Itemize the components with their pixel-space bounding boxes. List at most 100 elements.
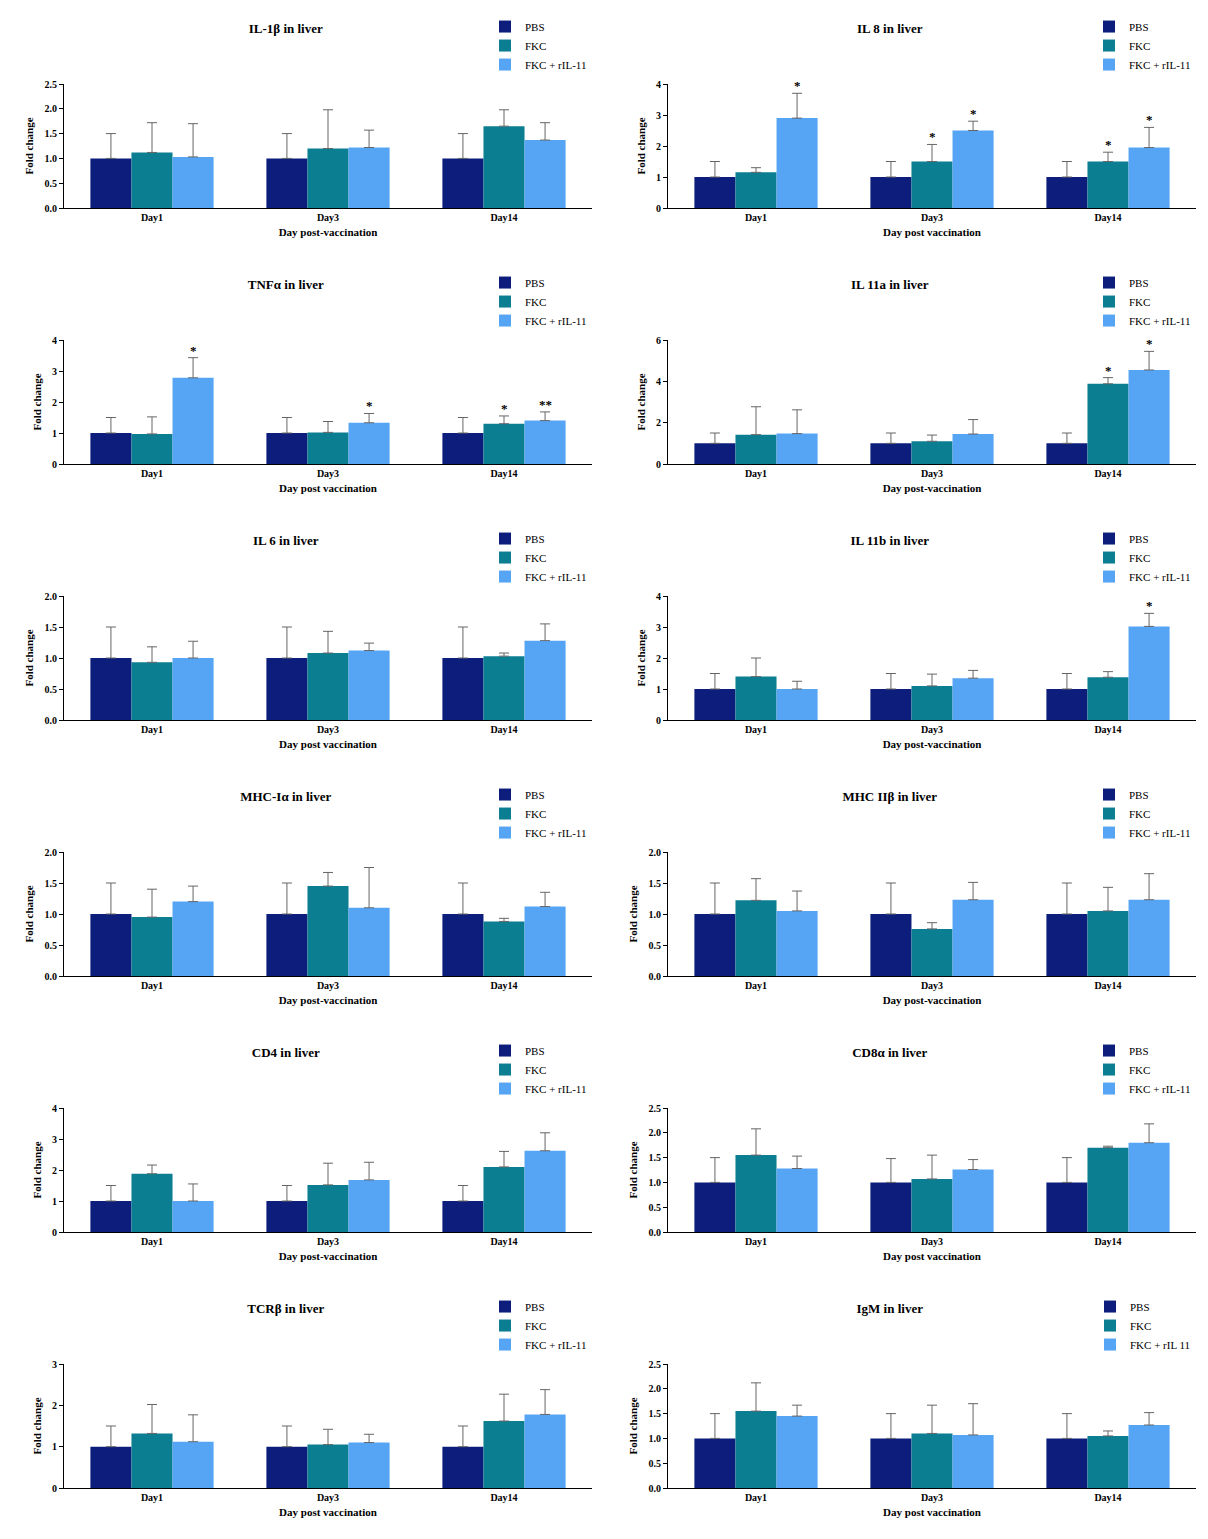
svg-text:FKC: FKC bbox=[525, 1064, 546, 1076]
svg-text:Day3: Day3 bbox=[921, 1492, 943, 1503]
svg-text:FKC + rIL-11: FKC + rIL-11 bbox=[525, 1339, 586, 1351]
svg-text:Day3: Day3 bbox=[317, 468, 339, 479]
svg-text:FKC + rIL-11: FKC + rIL-11 bbox=[1129, 827, 1190, 839]
svg-text:0.5: 0.5 bbox=[649, 1458, 662, 1469]
svg-text:1.0: 1.0 bbox=[45, 653, 58, 664]
svg-text:Day post vaccination: Day post vaccination bbox=[883, 1250, 981, 1262]
svg-text:Day14: Day14 bbox=[1094, 1236, 1121, 1247]
svg-text:2: 2 bbox=[52, 1165, 57, 1176]
svg-text:Day3: Day3 bbox=[317, 1492, 339, 1503]
svg-text:4: 4 bbox=[52, 1103, 57, 1114]
svg-text:Day post-vaccination: Day post-vaccination bbox=[279, 226, 378, 238]
svg-text:FKC: FKC bbox=[525, 296, 546, 308]
svg-text:0: 0 bbox=[52, 1227, 57, 1238]
svg-text:FKC + rIL-11: FKC + rIL-11 bbox=[1129, 1083, 1190, 1095]
svg-text:Day1: Day1 bbox=[745, 724, 767, 735]
svg-text:PBS: PBS bbox=[525, 21, 545, 33]
svg-text:FKC + rIL-11: FKC + rIL-11 bbox=[525, 827, 586, 839]
svg-text:0.5: 0.5 bbox=[45, 684, 58, 695]
svg-text:0.5: 0.5 bbox=[649, 940, 662, 951]
svg-text:Day14: Day14 bbox=[1094, 468, 1121, 479]
svg-text:Fold change: Fold change bbox=[31, 1141, 43, 1198]
svg-text:*: * bbox=[1146, 112, 1153, 127]
svg-text:IgM in liver: IgM in liver bbox=[857, 1301, 924, 1316]
svg-text:*: * bbox=[970, 106, 977, 121]
svg-text:Day14: Day14 bbox=[1094, 212, 1121, 223]
svg-text:*: * bbox=[1146, 336, 1153, 351]
svg-text:Day3: Day3 bbox=[921, 980, 943, 991]
svg-text:0: 0 bbox=[656, 203, 661, 214]
svg-text:PBS: PBS bbox=[525, 277, 545, 289]
svg-text:FKC: FKC bbox=[1129, 40, 1150, 52]
svg-text:0.0: 0.0 bbox=[649, 971, 662, 982]
svg-text:Day3: Day3 bbox=[921, 1236, 943, 1247]
svg-text:Day post-vaccination: Day post-vaccination bbox=[279, 994, 378, 1006]
svg-text:Day3: Day3 bbox=[921, 724, 943, 735]
svg-text:Fold change: Fold change bbox=[627, 1397, 639, 1454]
svg-text:Day14: Day14 bbox=[490, 468, 517, 479]
svg-text:Day14: Day14 bbox=[490, 724, 517, 735]
svg-text:IL-1β in liver: IL-1β in liver bbox=[249, 21, 323, 36]
svg-text:Day1: Day1 bbox=[745, 980, 767, 991]
svg-text:PBS: PBS bbox=[1129, 21, 1149, 33]
svg-text:IL 11a in liver: IL 11a in liver bbox=[851, 277, 929, 292]
svg-text:2: 2 bbox=[52, 397, 57, 408]
svg-text:0.5: 0.5 bbox=[45, 940, 58, 951]
svg-text:CD4 in liver: CD4 in liver bbox=[252, 1045, 320, 1060]
svg-text:Day1: Day1 bbox=[141, 212, 163, 223]
svg-text:FKC + rIL-11: FKC + rIL-11 bbox=[1129, 315, 1190, 327]
svg-text:3: 3 bbox=[52, 366, 57, 377]
svg-text:*: * bbox=[190, 343, 197, 358]
svg-text:FKC: FKC bbox=[1130, 1320, 1151, 1332]
svg-text:PBS: PBS bbox=[1129, 277, 1149, 289]
svg-text:Day3: Day3 bbox=[317, 212, 339, 223]
svg-text:Day1: Day1 bbox=[745, 1236, 767, 1247]
svg-text:1: 1 bbox=[52, 428, 57, 439]
svg-text:Day3: Day3 bbox=[317, 1236, 339, 1247]
svg-text:PBS: PBS bbox=[1129, 789, 1149, 801]
svg-text:Day14: Day14 bbox=[1094, 724, 1121, 735]
svg-text:0.0: 0.0 bbox=[45, 971, 58, 982]
svg-text:FKC + rIL-11: FKC + rIL-11 bbox=[1129, 59, 1190, 71]
svg-text:FKC: FKC bbox=[525, 808, 546, 820]
svg-text:Day post vaccination: Day post vaccination bbox=[883, 1506, 981, 1518]
svg-text:FKC: FKC bbox=[525, 40, 546, 52]
svg-text:2.5: 2.5 bbox=[649, 1359, 662, 1370]
svg-text:Fold change: Fold change bbox=[635, 373, 647, 430]
svg-text:2: 2 bbox=[656, 653, 661, 664]
svg-text:2.0: 2.0 bbox=[45, 103, 58, 114]
svg-text:1.0: 1.0 bbox=[45, 153, 58, 164]
svg-text:3: 3 bbox=[52, 1359, 57, 1370]
svg-text:6: 6 bbox=[656, 335, 661, 346]
svg-text:2: 2 bbox=[656, 417, 661, 428]
svg-text:1.5: 1.5 bbox=[649, 878, 662, 889]
svg-text:CD8α in liver: CD8α in liver bbox=[852, 1045, 927, 1060]
svg-text:Fold change: Fold change bbox=[31, 373, 43, 430]
svg-text:*: * bbox=[366, 398, 373, 413]
svg-text:2.5: 2.5 bbox=[649, 1103, 662, 1114]
svg-text:TNFα in liver: TNFα in liver bbox=[248, 277, 324, 292]
svg-text:1: 1 bbox=[656, 684, 661, 695]
svg-text:1.0: 1.0 bbox=[649, 1433, 662, 1444]
svg-text:0.0: 0.0 bbox=[649, 1483, 662, 1494]
svg-text:0: 0 bbox=[656, 715, 661, 726]
svg-text:3: 3 bbox=[52, 1134, 57, 1145]
svg-text:Day14: Day14 bbox=[490, 1492, 517, 1503]
svg-text:Day14: Day14 bbox=[1094, 980, 1121, 991]
svg-text:*: * bbox=[929, 129, 936, 144]
svg-text:0.5: 0.5 bbox=[649, 1202, 662, 1213]
svg-text:2.0: 2.0 bbox=[45, 591, 58, 602]
svg-text:Day3: Day3 bbox=[317, 980, 339, 991]
svg-text:Day14: Day14 bbox=[490, 980, 517, 991]
svg-text:Day post-vaccination: Day post-vaccination bbox=[279, 1250, 378, 1262]
svg-text:Fold change: Fold change bbox=[31, 1397, 43, 1454]
svg-text:Fold change: Fold change bbox=[23, 117, 35, 174]
svg-text:*: * bbox=[501, 401, 508, 416]
svg-text:FKC + rIL-11: FKC + rIL-11 bbox=[1129, 571, 1190, 583]
svg-text:PBS: PBS bbox=[525, 789, 545, 801]
svg-text:PBS: PBS bbox=[525, 1045, 545, 1057]
svg-text:Day3: Day3 bbox=[921, 468, 943, 479]
svg-text:Fold change: Fold change bbox=[23, 885, 35, 942]
svg-text:Day post-vaccination: Day post-vaccination bbox=[883, 994, 982, 1006]
svg-text:*: * bbox=[794, 78, 801, 93]
